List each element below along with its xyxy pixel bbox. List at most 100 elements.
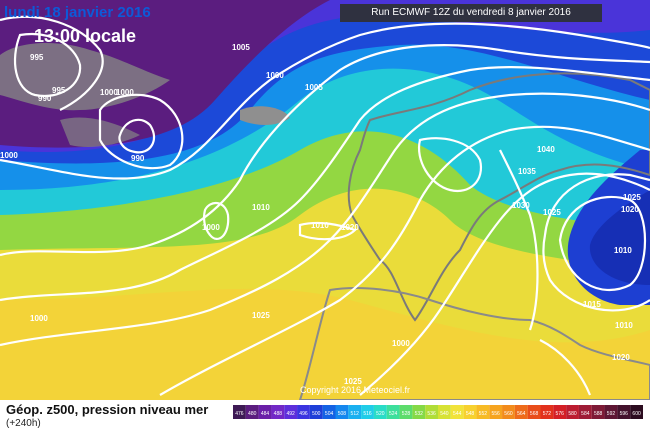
scale-swatch	[297, 405, 310, 419]
scale-label: 552	[479, 411, 488, 417]
scale-label: 512	[351, 411, 360, 417]
forecast-date: lundi 18 janvier 2016	[4, 4, 151, 21]
scale-swatch	[476, 405, 490, 419]
scale-swatch	[591, 405, 605, 419]
scale-swatch	[386, 405, 400, 419]
scale-swatch	[284, 405, 298, 419]
isobar-label: 990	[38, 94, 52, 103]
isobar-label: 1040	[537, 145, 555, 154]
scale-swatch	[489, 405, 503, 419]
isobar-label: 1010	[614, 246, 632, 255]
forecast-step: (+240h)	[6, 418, 41, 429]
scale-swatch	[335, 405, 349, 419]
isobar-label: 1025	[344, 377, 362, 386]
isobar-label: 990	[131, 154, 145, 163]
scale-swatch	[438, 405, 451, 419]
scale-swatch	[233, 405, 246, 419]
scale-label: 600	[632, 411, 641, 417]
scale-label: 540	[440, 411, 449, 417]
scale-label: 544	[453, 411, 462, 417]
isobar-label: 1015	[583, 300, 601, 309]
isobar-label: 1030	[512, 201, 530, 210]
scale-label: 596	[620, 411, 629, 417]
isobar-label: 1010	[311, 221, 329, 230]
scale-swatch	[322, 405, 336, 419]
scale-swatch	[540, 405, 554, 419]
isobar-label: 1025	[252, 311, 270, 320]
copyright: Copyright 2016 Meteociel.fr	[300, 385, 411, 395]
scale-swatch	[309, 405, 323, 419]
scale-label: 508	[338, 411, 347, 417]
scale-swatch	[245, 405, 259, 419]
scale-swatch	[450, 405, 464, 419]
isobar-label: 1005	[232, 43, 250, 52]
isobar-label: 1000	[116, 88, 134, 97]
scale-label: 520	[376, 411, 385, 417]
scale-swatch	[463, 405, 477, 419]
isobar-label: 1035	[518, 167, 536, 176]
scale-swatch	[566, 405, 579, 419]
isobar-label: 1000	[266, 71, 284, 80]
scale-label: 584	[581, 411, 590, 417]
scale-label: 500	[312, 411, 321, 417]
scale-label: 504	[325, 411, 334, 417]
scale-label: 556	[491, 411, 500, 417]
isobar-label: 1020	[612, 353, 630, 362]
map-title: Géop. z500, pression niveau mer	[6, 402, 209, 417]
isobar-label: 1000	[202, 223, 220, 232]
isobar-label: 995	[52, 86, 66, 95]
scale-swatch	[502, 405, 515, 419]
isobar-label: 1000	[392, 339, 410, 348]
scale-label: 516	[363, 411, 372, 417]
scale-label: 476	[235, 411, 244, 417]
isobar-label: 1020	[341, 223, 359, 232]
scale-label: 592	[607, 411, 616, 417]
scale-swatch	[578, 405, 592, 419]
isobar-label: 1000	[0, 151, 18, 160]
scale-label: 580	[568, 411, 577, 417]
scale-label: 480	[248, 411, 257, 417]
scale-label: 588	[594, 411, 603, 417]
scale-label: 564	[517, 411, 526, 417]
scale-swatch	[553, 405, 567, 419]
isobar-label: 1025	[543, 208, 561, 217]
isobar-label: 995	[30, 53, 44, 62]
scale-swatch	[425, 405, 438, 419]
scale-swatch	[527, 405, 541, 419]
scale-label: 536	[427, 411, 436, 417]
scale-label: 572	[543, 411, 552, 417]
scale-label: 488	[274, 411, 283, 417]
scale-swatch	[630, 405, 643, 419]
scale-label: 568	[530, 411, 539, 417]
color-scale: 476 480 484 488 492 496 500 504 508 512 516 520 524 5…	[233, 405, 643, 419]
isobar-label: 1025	[623, 193, 641, 202]
scale-swatch	[361, 405, 374, 419]
scale-swatch	[271, 405, 285, 419]
scale-swatch	[617, 405, 631, 419]
forecast-time: 13:00 locale	[34, 26, 137, 46]
scale-label: 548	[466, 411, 475, 417]
scale-label: 532	[415, 411, 424, 417]
run-info: Run ECMWF 12Z du vendredi 8 janvier 2016	[340, 4, 602, 22]
scale-label: 524	[389, 411, 398, 417]
scale-swatch	[514, 405, 528, 419]
isobar-label: 1020	[621, 205, 639, 214]
scale-label: 560	[504, 411, 513, 417]
isobar-label: 1000	[100, 88, 118, 97]
weather-map: 995 1005 1000 990 995 1000 1000 990 1000…	[0, 0, 650, 400]
scale-swatch	[258, 405, 272, 419]
isobar-label: 1010	[252, 203, 270, 212]
scale-label: 576	[556, 411, 565, 417]
scale-swatch	[348, 405, 362, 419]
scale-swatch	[604, 405, 618, 419]
scale-label: 496	[299, 411, 308, 417]
isobar-label: 1010	[615, 321, 633, 330]
scale-label: 484	[261, 411, 270, 417]
isobar-label: 1005	[305, 83, 323, 92]
scale-label: 528	[402, 411, 411, 417]
scale-swatch	[412, 405, 426, 419]
scale-label: 492	[286, 411, 295, 417]
scale-swatch	[399, 405, 413, 419]
isobar-label: 1000	[30, 314, 48, 323]
